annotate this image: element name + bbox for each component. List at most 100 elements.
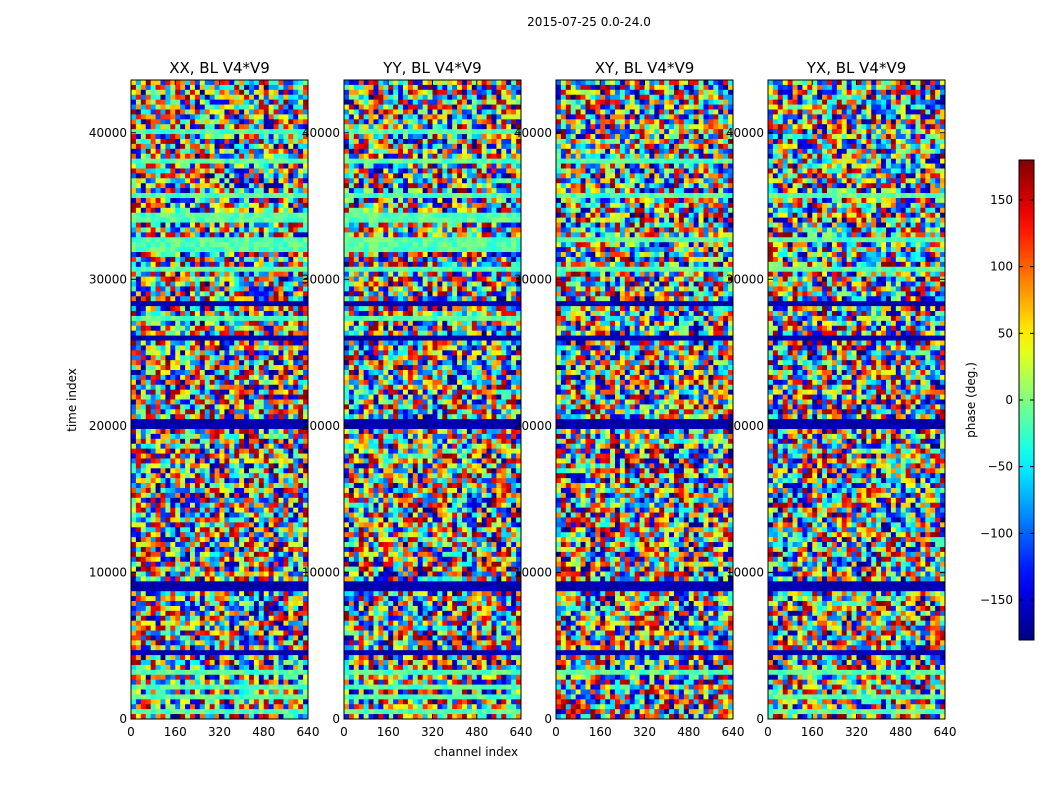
heatmap-cell (437, 94, 443, 101)
heatmap-cell (170, 276, 176, 282)
heatmap-cell (219, 227, 225, 233)
heatmap-cell (214, 84, 220, 91)
heatmap-cell (293, 586, 299, 592)
heatmap-cell (155, 586, 161, 592)
heatmap-cell (175, 679, 181, 685)
heatmap-cell (234, 306, 240, 312)
heatmap-cell (249, 620, 255, 627)
heatmap-cell (239, 252, 245, 258)
heatmap-cell (199, 433, 206, 440)
heatmap-cell (224, 296, 230, 302)
heatmap-cell (491, 84, 497, 91)
heatmap-cell (204, 694, 211, 700)
heatmap-cell (150, 522, 156, 528)
heatmap-cell (170, 664, 176, 671)
heatmap-cell (229, 591, 235, 597)
heatmap-cell (190, 212, 196, 219)
heatmap-cell (165, 625, 171, 631)
heatmap-cell (224, 537, 230, 543)
heatmap-cell (140, 266, 147, 273)
heatmap-cell (278, 650, 284, 656)
heatmap-cell (165, 355, 171, 361)
heatmap-cell (258, 207, 265, 214)
heatmap-cell (165, 512, 171, 518)
heatmap-cell (165, 669, 171, 676)
heatmap-cell (155, 438, 161, 445)
heatmap-cell (131, 99, 137, 105)
heatmap-cell (194, 276, 201, 282)
heatmap-cell (219, 384, 225, 391)
heatmap-cell (155, 134, 161, 140)
heatmap-cell (160, 104, 166, 110)
heatmap-cell (422, 89, 428, 96)
heatmap-cell (249, 384, 255, 391)
heatmap-cell (190, 640, 196, 646)
heatmap-cell (273, 699, 279, 705)
heatmap-cell (140, 640, 147, 646)
heatmap-cell (249, 379, 255, 386)
heatmap-cell (229, 679, 235, 685)
heatmap-cell (273, 709, 279, 715)
heatmap-cell (239, 419, 245, 425)
heatmap-cell (253, 207, 260, 214)
heatmap-cell (273, 492, 279, 499)
heatmap-cell (258, 183, 265, 189)
heatmap-cell (511, 80, 517, 86)
heatmap-cell (214, 271, 220, 278)
heatmap-cell (180, 640, 186, 646)
heatmap-cell (145, 271, 152, 278)
heatmap-cell (224, 301, 230, 307)
heatmap-cell (258, 625, 265, 631)
heatmap-cell (150, 271, 156, 278)
heatmap-cell (170, 468, 176, 474)
heatmap-cell (175, 119, 181, 125)
heatmap-cell (145, 640, 152, 646)
heatmap-cell (229, 212, 235, 219)
heatmap-cell (378, 114, 384, 120)
heatmap-cell (253, 512, 260, 518)
heatmap-cell (155, 635, 161, 641)
heatmap-cell (378, 84, 384, 91)
heatmap-cell (135, 360, 142, 366)
heatmap-cell (263, 374, 270, 381)
heatmap-cell (273, 227, 279, 233)
heatmap-cell (253, 276, 260, 282)
heatmap-cell (175, 379, 181, 386)
heatmap-cell (131, 89, 137, 96)
heatmap-cell (239, 119, 245, 125)
heatmap-cell (140, 119, 147, 125)
heatmap-cell (288, 114, 294, 120)
heatmap-cell (224, 188, 230, 194)
heatmap-cell (229, 660, 235, 666)
heatmap-cell (165, 483, 171, 489)
heatmap-cell (175, 109, 181, 115)
heatmap-cell (190, 89, 196, 96)
heatmap-cell (383, 89, 389, 96)
heatmap-cell (293, 502, 299, 509)
heatmap-cell (283, 330, 289, 336)
heatmap-cell (239, 586, 245, 592)
heatmap-cell (462, 84, 468, 91)
heatmap-cell (145, 576, 152, 582)
heatmap-cell (293, 605, 299, 612)
heatmap-cell (244, 542, 250, 548)
heatmap-cell (140, 409, 147, 415)
heatmap-cell (180, 650, 186, 656)
heatmap-cell (170, 153, 176, 160)
heatmap-cell (229, 419, 235, 425)
heatmap-cell (131, 222, 137, 228)
heatmap-cell (224, 596, 230, 602)
heatmap-cell (283, 129, 289, 135)
heatmap-cell (288, 655, 294, 661)
heatmap-cell (165, 315, 171, 322)
heatmap-cell (268, 453, 274, 459)
heatmap-cell (229, 394, 235, 400)
heatmap-cell (234, 296, 240, 302)
heatmap-cell (219, 330, 225, 336)
heatmap-cell (155, 365, 161, 371)
heatmap-cell (155, 360, 161, 366)
heatmap-cell (501, 94, 507, 101)
heatmap-cell (150, 227, 156, 233)
heatmap-cell (383, 80, 389, 86)
heatmap-cell (219, 252, 225, 258)
